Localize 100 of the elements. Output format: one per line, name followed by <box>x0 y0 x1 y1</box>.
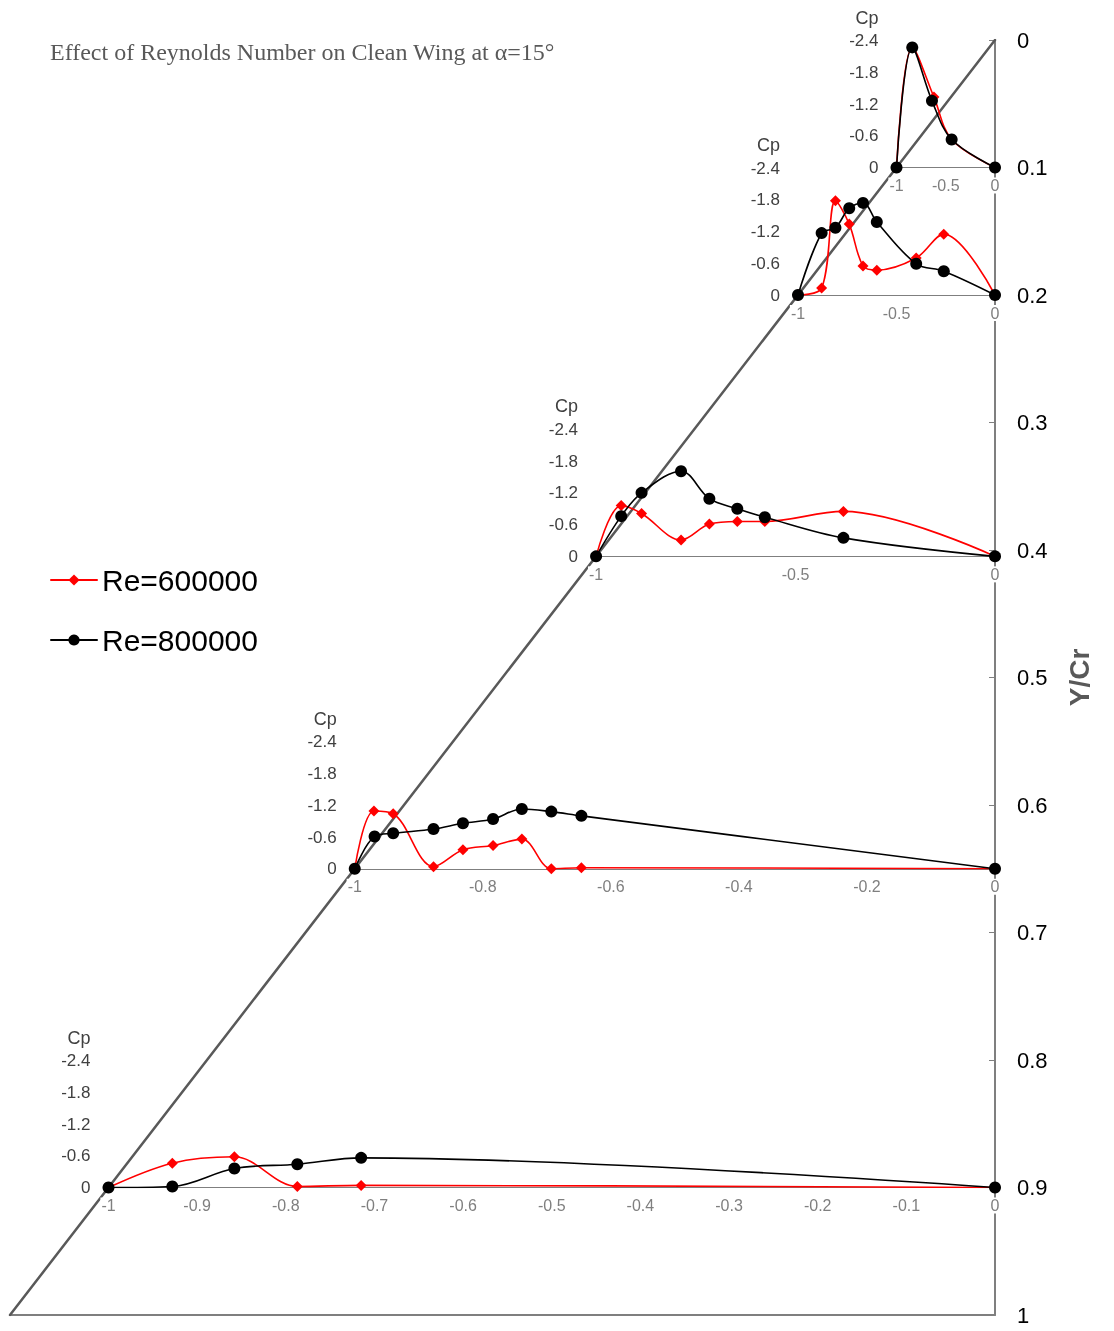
point <box>837 531 850 544</box>
point <box>829 195 841 207</box>
point <box>703 518 715 530</box>
chart-title: Effect of Reynolds Number on Clean Wing at α=15° <box>50 39 555 65</box>
point <box>843 202 856 215</box>
point <box>857 196 870 209</box>
legend-label: Re=600000 <box>102 563 258 597</box>
point <box>615 500 627 512</box>
point <box>516 833 528 845</box>
y-tick-label: -1.2 <box>307 795 337 815</box>
point <box>871 264 883 276</box>
y-tick-label: -0.6 <box>849 126 879 146</box>
point <box>938 228 950 240</box>
point <box>635 486 648 499</box>
x-tick-label: -0.1 <box>892 1197 921 1214</box>
y-axis-title: Cp <box>313 708 337 729</box>
x-tick-label: -0.4 <box>725 878 753 896</box>
x-tick-label: -1 <box>588 565 604 583</box>
y-tick-label: -2.4 <box>61 1051 91 1070</box>
point <box>368 805 380 817</box>
y-tick-label: -1.2 <box>61 1114 91 1134</box>
x-tick-label: -0.8 <box>272 1197 300 1214</box>
x-tick-label: -1 <box>347 878 362 896</box>
point <box>937 265 950 278</box>
x-tick-label: 0 <box>990 878 1000 896</box>
point <box>166 1180 179 1193</box>
x-tick-label: -0.6 <box>597 878 625 896</box>
point <box>857 260 869 272</box>
x-tick-label: -0.5 <box>781 565 810 583</box>
point <box>487 839 499 851</box>
x-tick-label: -1 <box>790 304 806 322</box>
x-tick-label: 0 <box>990 304 1000 322</box>
point <box>615 510 628 523</box>
x-tick-label: -0.2 <box>803 1197 832 1214</box>
y-tick-label: -2.4 <box>849 31 879 50</box>
point <box>925 94 938 107</box>
point <box>910 257 923 270</box>
y-tick-label: 0.3 <box>1017 410 1048 435</box>
point <box>428 861 439 873</box>
y-tick-label: -1.8 <box>307 764 337 783</box>
point <box>291 1158 304 1171</box>
point <box>545 805 558 818</box>
point <box>456 817 469 830</box>
y-tick-label: 0.6 <box>1017 792 1048 818</box>
y-tick-label: 0.1 <box>1017 155 1048 180</box>
point <box>575 862 587 874</box>
y-tick-label: -0.6 <box>548 515 579 535</box>
y-tick-label: -1.8 <box>750 190 780 210</box>
y-tick-label: 1 <box>1017 1302 1030 1328</box>
x-tick-label: -1 <box>101 1197 116 1214</box>
y-tick-label: -1.2 <box>849 94 879 114</box>
point <box>355 1179 367 1191</box>
point <box>636 508 648 520</box>
y-tick-label: -2.4 <box>750 158 780 178</box>
y-tick-label: -1.2 <box>548 483 579 503</box>
point <box>427 823 440 836</box>
x-tick-label: -0.8 <box>469 878 497 896</box>
x-tick-label: 0 <box>990 177 1000 194</box>
x-tick-label: 0 <box>990 1197 1000 1214</box>
y-tick-label: 0 <box>81 1178 91 1197</box>
x-tick-label: -0.9 <box>183 1197 212 1214</box>
x-tick-label: -0.5 <box>882 304 911 322</box>
y-axis-title: Cp <box>67 1027 91 1048</box>
point <box>487 813 500 826</box>
point <box>228 1151 240 1163</box>
point <box>815 227 828 240</box>
point <box>731 515 743 527</box>
x-tick-label: -0.7 <box>360 1197 389 1214</box>
y-tick-label: 0.4 <box>1017 537 1048 563</box>
point <box>515 802 528 815</box>
y-tick-label: 0.8 <box>1017 1047 1048 1073</box>
x-tick-label: -0.4 <box>626 1197 655 1214</box>
point <box>368 830 381 843</box>
y-tick-label: -0.6 <box>750 253 780 273</box>
point <box>166 1157 178 1169</box>
point <box>837 505 849 517</box>
y-tick-label: -0.6 <box>307 827 337 847</box>
legend-label: Re=800000 <box>102 623 258 657</box>
y-tick-label: -1.8 <box>61 1082 91 1102</box>
y-axis-title: Cp <box>756 135 780 155</box>
point <box>829 221 842 234</box>
y-tick-label: -2.4 <box>548 419 579 439</box>
point <box>457 844 469 856</box>
point <box>731 502 744 515</box>
point <box>355 1151 368 1164</box>
y-tick-label: 0 <box>770 285 780 305</box>
x-tick-label: -0.5 <box>931 177 960 194</box>
y-tick-label: 0 <box>568 546 579 566</box>
y-axis-title: Cp <box>855 7 879 28</box>
y-tick-label: 0 <box>327 859 337 879</box>
x-tick-label: -0.2 <box>853 878 881 896</box>
point <box>387 827 400 840</box>
x-tick-label: -0.6 <box>449 1197 477 1214</box>
y-tick-label: -1.2 <box>750 222 780 241</box>
point <box>870 215 883 228</box>
point <box>675 465 688 478</box>
y-tick-label: 0.5 <box>1017 665 1048 690</box>
y-tick-label: -0.6 <box>61 1146 91 1166</box>
y-tick-label: 0 <box>1017 27 1030 53</box>
x-tick-label: -0.5 <box>537 1197 566 1214</box>
